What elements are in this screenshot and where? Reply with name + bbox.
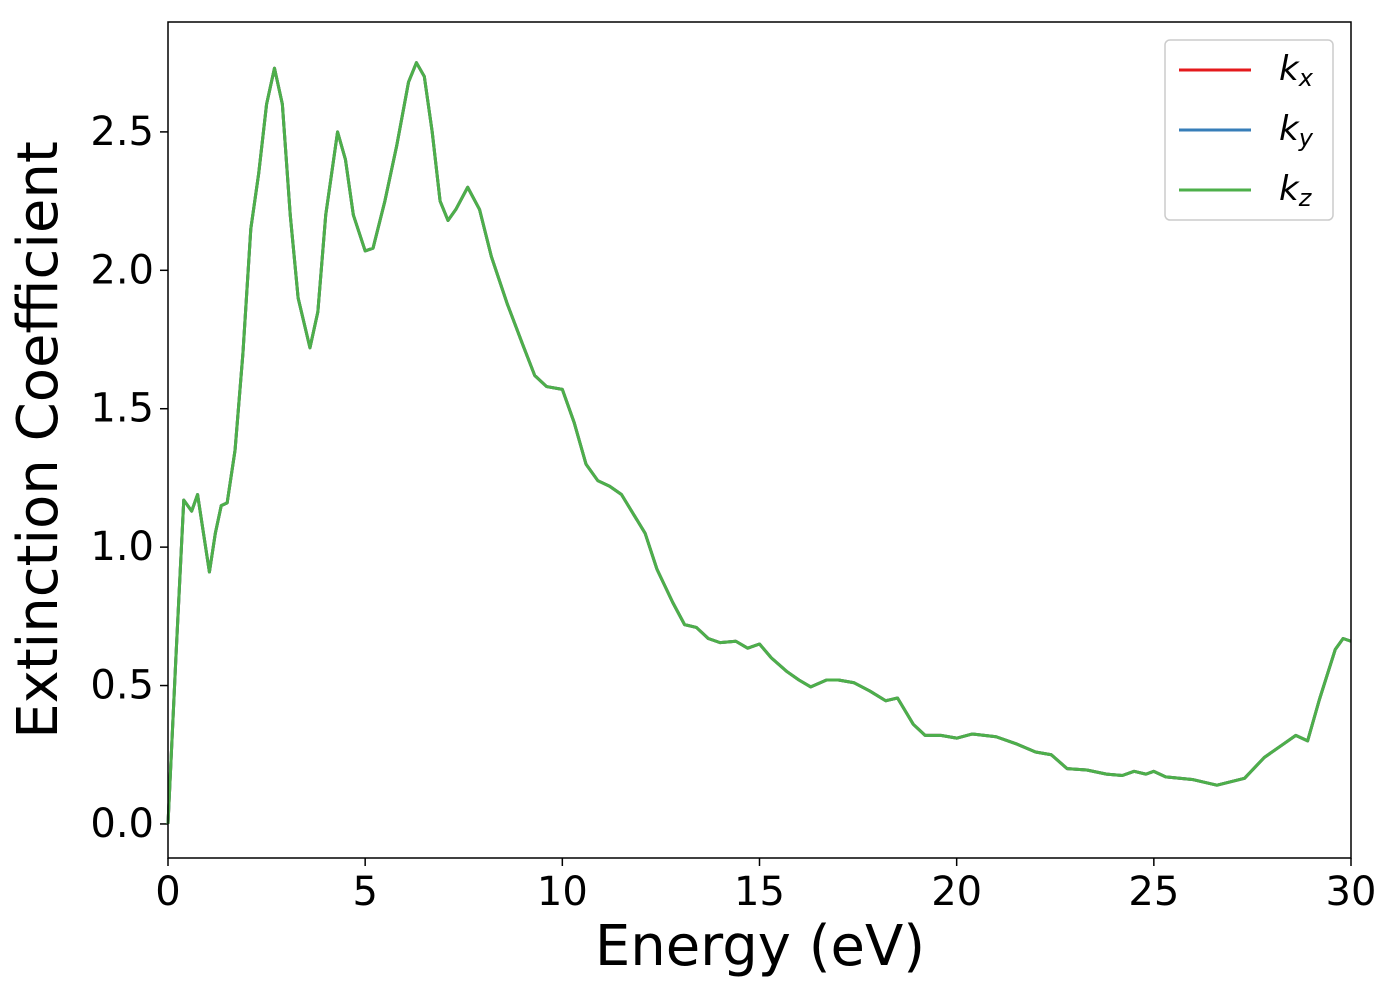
line-series xyxy=(166,61,1352,825)
y-tick-label: 0.5 xyxy=(90,663,154,709)
x-tick-label: 5 xyxy=(352,869,377,915)
x-tick-label: 30 xyxy=(1326,869,1377,915)
x-tick-label: 20 xyxy=(931,869,982,915)
y-tick-label: 1.0 xyxy=(90,524,154,570)
y-tick-label: 0.0 xyxy=(90,801,154,847)
x-tick-label: 25 xyxy=(1128,869,1179,915)
y-tick-label: 2.0 xyxy=(90,247,154,293)
legend-label: kx xyxy=(1279,49,1314,93)
y-axis-label: Extinction Coefficient xyxy=(6,141,71,739)
x-tick-label: 15 xyxy=(734,869,785,915)
plot-frame xyxy=(167,21,1352,859)
y-tick-label: 1.5 xyxy=(90,386,154,432)
legend-label: kz xyxy=(1279,169,1313,213)
x-tick-label: 0 xyxy=(155,869,180,915)
x-tick-label: 10 xyxy=(537,869,588,915)
x-axis-label: Energy (eV) xyxy=(595,914,925,979)
legend-label: ky xyxy=(1279,109,1314,153)
y-tick-label: 2.5 xyxy=(90,109,154,155)
